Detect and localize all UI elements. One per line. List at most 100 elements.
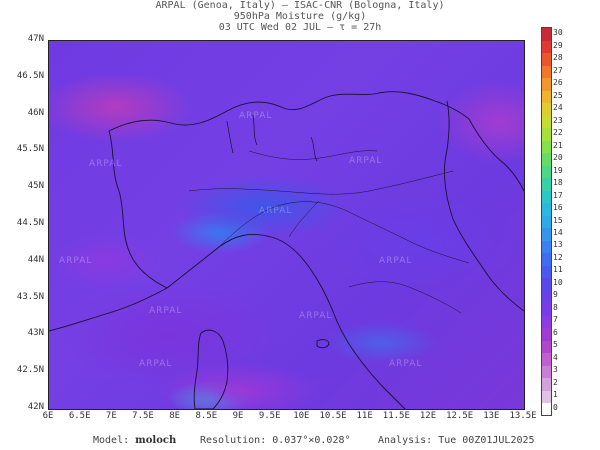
colorbar-segment <box>542 177 551 191</box>
region-border-2 <box>188 170 454 195</box>
coastline-west <box>166 234 406 409</box>
colorbar-segment <box>542 265 551 279</box>
moisture-map: ARPAL ARPAL ARPAL ARPAL ARPAL ARPAL ARPAL ARPAL… <box>48 40 525 410</box>
colorbar-segment <box>542 65 551 79</box>
colorbar-segment <box>542 190 551 204</box>
colorbar-label: 1 <box>553 390 558 400</box>
colorbar-segment <box>542 115 551 129</box>
header-validity: 03 UTC Wed 02 JUL — τ = 27h <box>218 22 382 33</box>
colorbar-segment <box>542 402 551 416</box>
latitude-label: 43.5N <box>16 291 44 302</box>
header-agencies: ARPAL (Genoa, Italy) — ISAC-CNR (Bologna… <box>155 0 445 11</box>
colorbar-segment <box>542 252 551 266</box>
corsica-coast <box>193 329 229 409</box>
colorbar-label: 28 <box>553 53 563 63</box>
longitude-label: 13E <box>483 411 500 421</box>
colorbar-label: 21 <box>553 140 563 150</box>
longitude-label: 11.5E <box>382 411 410 421</box>
colorbar-segment <box>542 352 551 366</box>
coastline-adriatic <box>444 100 524 312</box>
colorbar-label: 5 <box>553 340 558 350</box>
footer: Model: moloch Resolution: 0.037°×0.028° … <box>0 435 600 449</box>
region-border-5 <box>248 150 378 160</box>
longitude-label: 12E <box>419 411 437 421</box>
longitude-label: 8E <box>169 411 181 421</box>
colorbar-label: 6 <box>553 327 558 337</box>
colorbar-label: 0 <box>553 402 558 412</box>
region-border-4 <box>348 281 462 314</box>
longitude-label: 12.5E <box>446 411 474 421</box>
colorbar-segment <box>542 52 551 66</box>
longitude-label: 10.5E <box>319 411 347 421</box>
colorbar-label: 13 <box>553 240 563 250</box>
colorbar-segment <box>542 227 551 241</box>
colorbar <box>541 27 552 416</box>
border-alps <box>108 91 470 132</box>
longitude-label: 6.5E <box>68 411 91 421</box>
colorbar-segment <box>542 302 551 316</box>
colorbar-label: 15 <box>553 215 563 225</box>
longitude-label: 8.5E <box>195 411 218 421</box>
latitude-label: 43N <box>27 328 44 339</box>
colorbar-segment <box>542 277 551 291</box>
colorbar-segment <box>542 77 551 91</box>
colorbar-segment <box>542 215 551 229</box>
colorbar-label: 20 <box>553 153 563 163</box>
colorbar-segment <box>542 340 551 354</box>
lake-maggiore <box>226 120 234 154</box>
region-border-1 <box>218 201 470 264</box>
colorbar-segment <box>542 40 551 54</box>
resolution-info: Resolution: 0.037°×0.028° <box>200 435 351 446</box>
colorbar-label: 30 <box>553 28 563 38</box>
longitude-label: 7.5E <box>132 411 154 421</box>
colorbar-label: 11 <box>553 265 563 275</box>
colorbar-segment <box>542 152 551 166</box>
longitude-label: 7E <box>105 411 117 421</box>
lake-como <box>252 114 258 146</box>
longitude-label: 11E <box>356 411 373 421</box>
colorbar-label: 27 <box>553 65 563 75</box>
latitude-label: 45.5N <box>16 144 44 155</box>
colorbar-segment <box>542 390 551 403</box>
longitude-label: 9.5E <box>258 411 281 421</box>
longitude-label: 13.5E <box>509 411 537 421</box>
colorbar-label: 12 <box>553 252 563 262</box>
analysis-info: Analysis: Tue 00Z01JUL2025 <box>378 435 535 446</box>
model-info: Model: moloch <box>93 435 176 446</box>
colorbar-label: 7 <box>553 315 558 325</box>
colorbar-label: 10 <box>553 277 563 287</box>
colorbar-label: 8 <box>553 302 558 312</box>
latitude-label: 44N <box>27 254 44 265</box>
border-slovenia <box>468 118 524 192</box>
chart-header: ARPAL (Genoa, Italy) — ISAC-CNR (Bologna… <box>0 0 600 33</box>
colorbar-segment <box>542 202 551 216</box>
longitude-label: 9E <box>232 411 244 421</box>
colorbar-segment <box>542 327 551 341</box>
longitude-label: 6E <box>42 411 54 421</box>
latitude-label: 47N <box>27 34 44 44</box>
colorbar-segment <box>542 127 551 141</box>
model-label: Model: <box>93 435 130 446</box>
colorbar-label: 25 <box>553 90 563 100</box>
latitude-label: 46.5N <box>16 70 44 81</box>
colorbar-label: 17 <box>553 190 563 200</box>
colorbar-segment <box>542 165 551 179</box>
region-border-3 <box>288 200 320 238</box>
colorbar-label: 23 <box>553 115 563 125</box>
latitude-label: 42N <box>27 402 44 412</box>
lake-garda <box>310 136 318 162</box>
latitude-label: 45N <box>27 181 44 192</box>
latitude-label: 42.5N <box>16 365 44 376</box>
colorbar-label: 14 <box>553 227 563 237</box>
colorbar-segment <box>542 290 551 304</box>
colorbar-segment <box>542 365 551 379</box>
colorbar-label: 3 <box>553 365 558 375</box>
coastline-riviera <box>49 287 168 332</box>
colorbar-segment <box>542 315 551 329</box>
colorbar-label: 9 <box>553 290 558 300</box>
longitude-label: 10E <box>293 411 310 421</box>
colorbar-label: 22 <box>553 128 563 138</box>
elba-coast <box>316 339 330 349</box>
colorbar-segment <box>542 140 551 154</box>
header-variable: 950hPa Moisture (g/kg) <box>233 11 367 22</box>
